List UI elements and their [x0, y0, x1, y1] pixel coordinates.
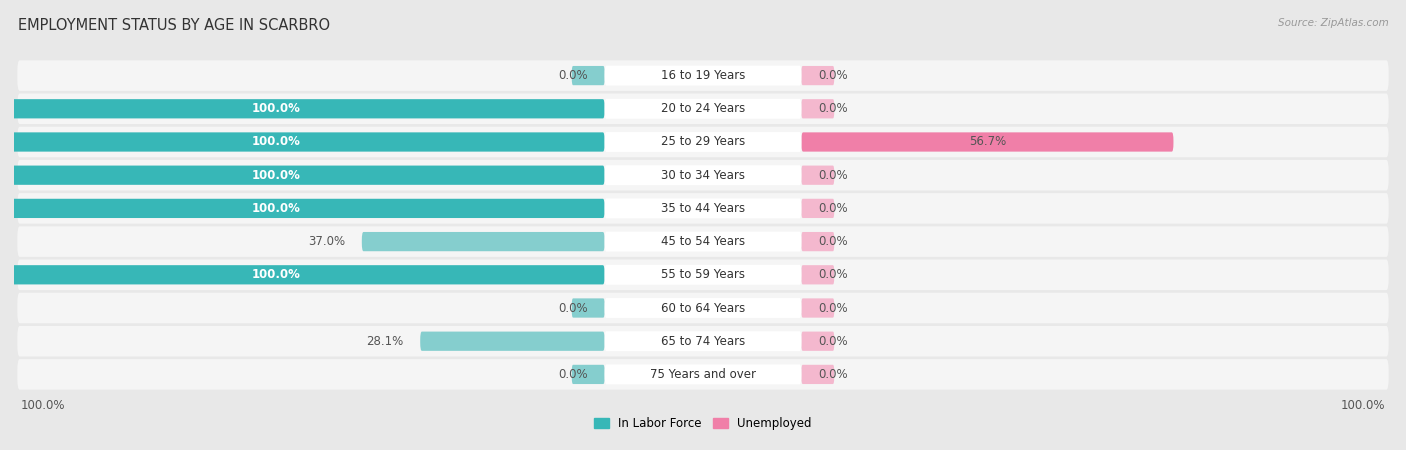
FancyBboxPatch shape [572, 365, 605, 384]
FancyBboxPatch shape [17, 60, 1389, 91]
Text: 65 to 74 Years: 65 to 74 Years [661, 335, 745, 348]
FancyBboxPatch shape [605, 265, 801, 285]
FancyBboxPatch shape [801, 332, 834, 351]
Text: 35 to 44 Years: 35 to 44 Years [661, 202, 745, 215]
Text: 0.0%: 0.0% [818, 335, 848, 348]
FancyBboxPatch shape [801, 298, 834, 318]
Text: 0.0%: 0.0% [818, 302, 848, 315]
FancyBboxPatch shape [801, 132, 1174, 152]
FancyBboxPatch shape [605, 298, 801, 318]
Legend: In Labor Force, Unemployed: In Labor Force, Unemployed [589, 412, 817, 435]
FancyBboxPatch shape [0, 132, 605, 152]
Text: 100.0%: 100.0% [252, 135, 301, 148]
Text: 16 to 19 Years: 16 to 19 Years [661, 69, 745, 82]
Text: 0.0%: 0.0% [818, 102, 848, 115]
FancyBboxPatch shape [605, 66, 801, 86]
Text: 56.7%: 56.7% [969, 135, 1007, 148]
Text: 37.0%: 37.0% [308, 235, 346, 248]
FancyBboxPatch shape [801, 166, 834, 185]
FancyBboxPatch shape [17, 260, 1389, 290]
FancyBboxPatch shape [605, 364, 801, 384]
Text: 0.0%: 0.0% [818, 169, 848, 182]
FancyBboxPatch shape [605, 165, 801, 185]
Text: 60 to 64 Years: 60 to 64 Years [661, 302, 745, 315]
FancyBboxPatch shape [801, 265, 834, 284]
FancyBboxPatch shape [572, 298, 605, 318]
FancyBboxPatch shape [605, 99, 801, 119]
Text: 25 to 29 Years: 25 to 29 Years [661, 135, 745, 148]
FancyBboxPatch shape [0, 199, 605, 218]
Text: 0.0%: 0.0% [558, 302, 588, 315]
Text: 20 to 24 Years: 20 to 24 Years [661, 102, 745, 115]
FancyBboxPatch shape [361, 232, 605, 251]
FancyBboxPatch shape [605, 198, 801, 218]
Text: 28.1%: 28.1% [367, 335, 404, 348]
FancyBboxPatch shape [17, 127, 1389, 157]
FancyBboxPatch shape [801, 66, 834, 85]
Text: 0.0%: 0.0% [818, 69, 848, 82]
FancyBboxPatch shape [0, 265, 605, 284]
Text: 0.0%: 0.0% [558, 69, 588, 82]
FancyBboxPatch shape [801, 232, 834, 251]
FancyBboxPatch shape [17, 326, 1389, 356]
FancyBboxPatch shape [572, 66, 605, 85]
FancyBboxPatch shape [17, 193, 1389, 224]
Text: 100.0%: 100.0% [252, 102, 301, 115]
FancyBboxPatch shape [605, 232, 801, 252]
Text: 55 to 59 Years: 55 to 59 Years [661, 268, 745, 281]
FancyBboxPatch shape [801, 365, 834, 384]
Text: 100.0%: 100.0% [252, 268, 301, 281]
FancyBboxPatch shape [17, 94, 1389, 124]
Text: EMPLOYMENT STATUS BY AGE IN SCARBRO: EMPLOYMENT STATUS BY AGE IN SCARBRO [18, 18, 330, 33]
FancyBboxPatch shape [17, 359, 1389, 390]
Text: 0.0%: 0.0% [818, 235, 848, 248]
Text: 100.0%: 100.0% [252, 202, 301, 215]
Text: 45 to 54 Years: 45 to 54 Years [661, 235, 745, 248]
FancyBboxPatch shape [17, 160, 1389, 190]
FancyBboxPatch shape [605, 331, 801, 351]
FancyBboxPatch shape [0, 166, 605, 185]
Text: 0.0%: 0.0% [818, 368, 848, 381]
FancyBboxPatch shape [605, 132, 801, 152]
Text: 100.0%: 100.0% [21, 399, 65, 412]
FancyBboxPatch shape [801, 99, 834, 118]
FancyBboxPatch shape [801, 199, 834, 218]
FancyBboxPatch shape [0, 99, 605, 118]
Text: 0.0%: 0.0% [818, 268, 848, 281]
FancyBboxPatch shape [17, 293, 1389, 323]
Text: 75 Years and over: 75 Years and over [650, 368, 756, 381]
Text: 30 to 34 Years: 30 to 34 Years [661, 169, 745, 182]
FancyBboxPatch shape [17, 226, 1389, 257]
FancyBboxPatch shape [420, 332, 605, 351]
Text: 100.0%: 100.0% [252, 169, 301, 182]
Text: 0.0%: 0.0% [558, 368, 588, 381]
Text: Source: ZipAtlas.com: Source: ZipAtlas.com [1278, 18, 1389, 28]
Text: 0.0%: 0.0% [818, 202, 848, 215]
Text: 100.0%: 100.0% [1341, 399, 1385, 412]
